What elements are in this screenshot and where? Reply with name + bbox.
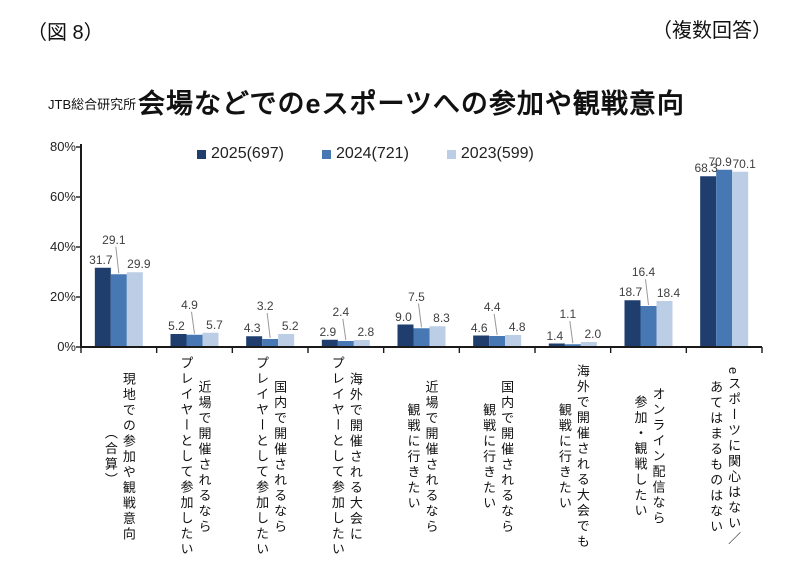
category-label-4: 海外で開催される大会に プレイヤーとして参加したい [329,356,363,558]
value-label: 9.0 [395,309,412,324]
value-label: 5.2 [281,319,299,333]
figure-label: （図 8） [27,22,104,44]
legend-swatch-2023 [446,149,456,159]
bar-2023-group1 [126,272,143,347]
bar-2025-group6 [473,335,490,347]
bar-2023-group3 [278,334,295,347]
legend-swatch-2024 [321,149,331,159]
bar-2025-group4 [321,339,338,347]
value-label: 2.4 [332,304,350,319]
value-label: 70.1 [732,156,756,171]
value-leader-line [418,303,422,328]
category-label-7: 海外で開催される大会でも 観戦に行きたい [556,364,590,550]
value-label: 4.4 [483,300,501,314]
bar-2024-group1 [110,274,127,347]
value-label: 5.7 [206,317,223,332]
category-label-5: 近場で開催されるなら 観戦に行きたい [405,379,439,535]
bar-2023-group5 [429,326,446,347]
value-label: 1.4 [546,328,564,343]
y-tick-label: 60% [49,189,76,204]
bar-2025-group7 [548,343,565,347]
bar-2025-group1 [94,267,111,347]
value-label: 18.7 [618,285,643,300]
y-tick-label: 40% [49,239,76,254]
bar-2025-group9 [700,176,717,347]
value-label: 18.4 [656,286,681,300]
value-leader-line [645,279,649,306]
value-label: 1.1 [559,307,577,321]
value-label: 2.8 [357,325,375,339]
value-leader-line [493,313,498,336]
chart-title: 会場などでのeスポーツへの参加や観戦意向 [138,89,685,119]
value-leader-line [569,320,574,344]
source-label: JTB総合研究所 [48,97,137,112]
value-leader-line [191,311,195,334]
category-label-9: eスポーツに関心はない／ あてはまるものはない [708,366,742,548]
legend-item-2025: 2025(697) [197,145,284,163]
category-label-3: 国内で開催されるなら プレイヤーとして参加したい [254,356,288,558]
value-label: 3.2 [256,299,274,313]
value-label: 2.9 [319,324,337,339]
value-label: 4.3 [243,321,261,336]
value-label: 2.0 [584,327,602,341]
bar-2024-group8 [640,306,657,347]
value-label: 29.1 [102,232,126,247]
bar-2023-group4 [353,340,370,347]
bar-2025-group5 [397,324,414,347]
category-label-1: 現地での参加や観戦意向 （合算） [102,371,136,543]
bar-2024-group4 [337,341,354,347]
bar-2024-group2 [186,334,203,347]
legend-label-2024: 2024(721) [335,145,409,162]
value-label: 4.8 [508,320,526,334]
bar-2023-group7 [580,342,597,347]
multiple-answer-note: （複数回答） [652,20,772,42]
value-leader-line [266,312,271,339]
category-label-8: オンライン配信なら 参加・観戦したい [632,387,666,527]
bar-2025-group2 [170,334,187,347]
bar-2024-group6 [489,336,506,347]
category-label-2: 近場で開催されるなら プレイヤーとして参加したい [178,356,212,558]
value-label: 5.2 [168,319,185,333]
value-leader-line [342,318,347,341]
y-tick-label: 80% [49,139,76,154]
bar-2024-group3 [262,339,279,347]
legend: 2025(697) 2024(721) 2023(599) [197,145,534,163]
value-label: 8.3 [433,311,450,326]
legend-item-2023: 2023(599) [446,145,534,163]
bar-2023-group9 [732,171,749,347]
value-label: 7.5 [408,289,425,304]
bar-2025-group3 [246,336,263,347]
value-label: 29.9 [127,257,151,272]
y-tick-label: 0% [57,339,76,354]
legend-label-2023: 2023(599) [460,145,534,162]
value-leader-line [115,246,120,274]
category-label-6: 国内で開催されるなら 観戦に行きたい [481,379,515,535]
bar-2024-group5 [413,328,430,347]
legend-swatch-2025 [197,149,206,159]
y-tick-label: 20% [49,289,76,304]
bar-2023-group6 [505,335,522,347]
bar-2025-group8 [624,300,641,347]
value-label: 4.6 [470,320,488,335]
legend-label-2025: 2025(697) [211,145,284,162]
value-label: 68.3 [694,161,718,176]
bar-2023-group8 [656,301,673,347]
bar-2024-group7 [564,344,581,347]
value-label: 70.9 [708,154,732,169]
value-label: 31.7 [89,252,113,267]
legend-item-2024: 2024(721) [321,145,409,163]
bar-2023-group2 [202,332,219,347]
bar-2024-group9 [716,169,733,347]
value-label: 4.9 [181,297,198,312]
value-label: 16.4 [631,265,656,280]
